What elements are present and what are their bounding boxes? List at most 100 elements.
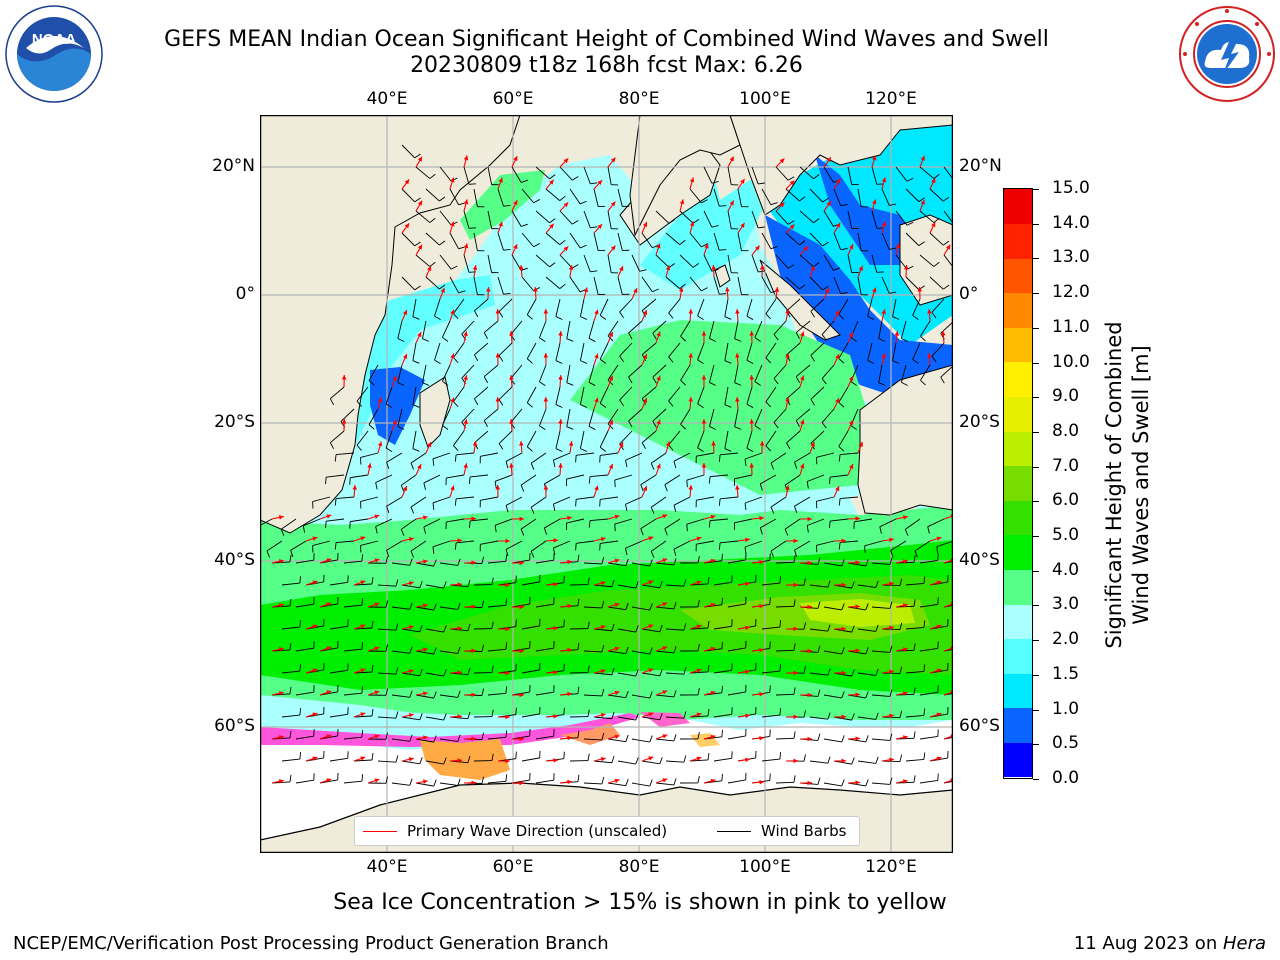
wave-arrow-head: [800, 419, 805, 425]
colorbar-segment: [1004, 569, 1032, 605]
wind-barb: [655, 562, 674, 566]
wind-barb: [385, 386, 393, 405]
wind-barb: [497, 232, 504, 251]
wind-barb: [847, 782, 866, 787]
wind-barb-flag: [443, 713, 447, 721]
wave-arrow-head: [679, 287, 684, 292]
wave-arrow-head: [889, 669, 894, 675]
wind-barb-flag: [601, 601, 605, 609]
wave-arrow-head: [881, 353, 886, 359]
wave-arrow-head: [759, 735, 764, 741]
wind-barb: [535, 735, 554, 740]
wave-arrow-head: [392, 375, 397, 381]
wind-barb-flag: [890, 550, 894, 558]
wind-barb: [590, 474, 609, 478]
wave-arrow-head: [423, 603, 428, 608]
wind-barb: [410, 496, 427, 508]
wind-barb: [680, 408, 691, 425]
wind-barb: [521, 276, 534, 292]
wind-barb: [329, 625, 348, 630]
wind-barb-flag: [697, 359, 704, 364]
wind-barb: [415, 782, 434, 787]
wind-barb: [498, 430, 513, 444]
wind-barb: [631, 606, 650, 611]
wind-barb-flag: [375, 482, 378, 490]
wind-barb: [473, 188, 478, 207]
wind-barb-flag: [422, 382, 430, 386]
wind-barb: [375, 474, 393, 483]
wind-barb-flag: [481, 556, 485, 564]
wave-arrow-head: [408, 537, 414, 542]
wind-barb: [655, 650, 674, 654]
colorbar-tick-label: 14.0: [1052, 212, 1090, 233]
wind-barb-flag: [409, 558, 413, 566]
wave-arrow-head: [662, 558, 668, 563]
wind-barb-flag: [942, 196, 950, 202]
wind-barb-flag: [795, 420, 800, 427]
wind-barb-flag: [412, 360, 420, 364]
wind-barb: [425, 760, 444, 765]
wave-arrow-head: [936, 756, 942, 761]
wind-barb-flag: [563, 575, 565, 583]
wind-barb-flag: [587, 665, 590, 673]
wind-barb: [871, 694, 890, 697]
wind-barb-flag: [708, 520, 711, 528]
wind-barb: [498, 342, 513, 356]
wind-barb-flag: [803, 578, 806, 586]
wind-barb-flag: [668, 219, 676, 224]
wind-barb: [703, 210, 713, 228]
wind-barb: [679, 210, 694, 224]
wind-barb: [847, 650, 866, 655]
wind-barb: [377, 760, 396, 763]
wind-barb: [625, 452, 643, 461]
wind-barb: [569, 188, 581, 205]
wind-barb-flag: [719, 205, 727, 207]
wind-barb: [727, 559, 746, 564]
wave-arrow-head: [902, 735, 908, 740]
wave-arrow-head: [568, 441, 574, 446]
wave-arrow-head: [779, 202, 785, 208]
wave-arrow-head: [688, 397, 693, 402]
wind-barb-flag: [803, 710, 806, 718]
wind-barb: [330, 430, 345, 444]
wind-barb-flag: [575, 543, 577, 551]
wind-barb-flag: [423, 482, 427, 490]
wave-arrow-head: [312, 536, 318, 541]
wave-arrow-head: [567, 779, 572, 785]
wind-barb-flag: [707, 576, 710, 585]
wind-barb: [425, 672, 444, 677]
wave-arrow-head: [471, 692, 476, 698]
wave-arrow-head: [567, 691, 572, 697]
wind-barb-flag: [892, 316, 900, 320]
wind-barb-flag: [793, 599, 796, 607]
wave-arrow-head: [810, 441, 815, 447]
wind-barb: [680, 320, 691, 337]
wave-arrow-head: [841, 626, 846, 632]
wind-barb: [415, 694, 434, 699]
wave-arrow-head: [533, 287, 538, 292]
wind-barb: [368, 364, 379, 381]
wind-barb-flag: [587, 577, 590, 585]
wind-barb: [510, 408, 523, 424]
wind-barb: [680, 364, 691, 381]
wind-barb: [929, 232, 944, 246]
wave-arrow-head: [648, 536, 654, 541]
wind-barb-flag: [590, 226, 598, 229]
wind-barb: [539, 320, 547, 338]
wind-barb: [607, 606, 626, 611]
wind-barb: [919, 210, 935, 223]
lon-tick-top-80e: 80°E: [618, 89, 660, 109]
wind-barb: [487, 166, 493, 185]
wind-barb: [521, 232, 534, 248]
lat-tick-right-20n: 20°N: [959, 156, 1002, 176]
run-date-text: 11 Aug 2023 on: [1073, 933, 1223, 954]
wind-barb-flag: [429, 173, 436, 179]
wind-barb-flag: [566, 382, 574, 386]
wind-barb: [583, 210, 591, 229]
wind-barb: [583, 738, 602, 741]
wind-barb: [353, 627, 372, 630]
wind-barb: [303, 518, 321, 527]
wind-barb-flag: [580, 360, 588, 364]
wind-barb-flag: [841, 735, 845, 743]
graticule: [260, 115, 953, 853]
